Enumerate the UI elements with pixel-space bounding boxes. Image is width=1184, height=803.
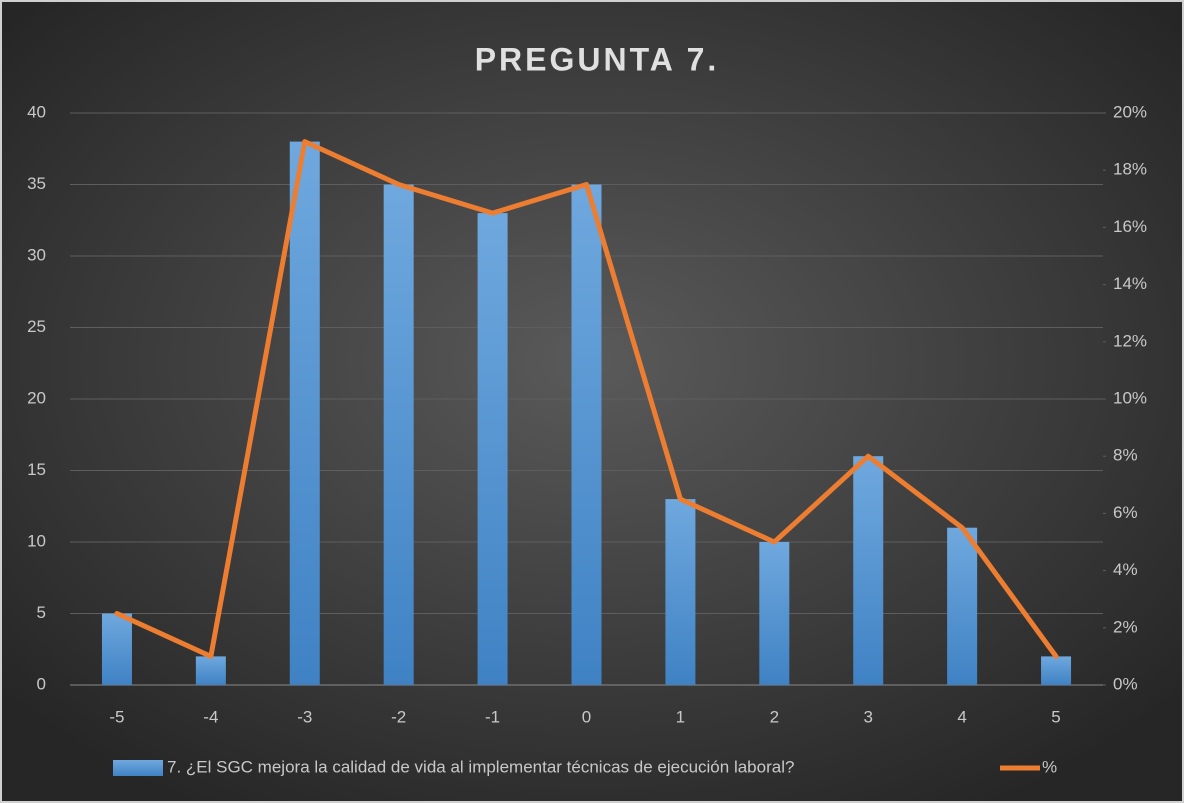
y2-tick-label: 12% <box>1113 331 1147 350</box>
y2-tick-label: 14% <box>1113 274 1147 293</box>
y2-tick-label: 6% <box>1113 503 1138 522</box>
bar <box>383 184 414 685</box>
legend-swatch <box>113 760 163 776</box>
y2-tick-label: 18% <box>1113 160 1147 179</box>
y2-tick-label: 16% <box>1113 217 1147 236</box>
bar <box>289 141 320 686</box>
y-tick-label: 40 <box>27 102 46 121</box>
legend-label: % <box>1042 757 1057 776</box>
y2-tick-label: 4% <box>1113 560 1138 579</box>
bar <box>1041 656 1072 685</box>
y-tick-label: 30 <box>27 245 46 264</box>
bar <box>571 184 602 685</box>
x-tick-label: 3 <box>863 707 872 726</box>
legend-label: 7. ¿El SGC mejora la calidad de vida al … <box>167 757 794 776</box>
y2-tick-label: 10% <box>1113 388 1147 407</box>
y2-tick-label: 8% <box>1113 446 1138 465</box>
y-tick-label: 5 <box>37 603 46 622</box>
bar <box>101 613 132 685</box>
y2-tick-label: 0% <box>1113 674 1138 693</box>
bar <box>853 456 884 685</box>
bar <box>665 499 696 685</box>
y2-tick-label: 2% <box>1113 617 1138 636</box>
x-tick-label: -1 <box>485 707 500 726</box>
bar <box>759 542 790 685</box>
bar <box>477 213 508 685</box>
x-tick-label: -4 <box>203 707 218 726</box>
y2-tick-label: 20% <box>1113 102 1147 121</box>
y-tick-label: 20 <box>27 388 46 407</box>
x-tick-label: 1 <box>676 707 685 726</box>
x-tick-label: 5 <box>1051 707 1060 726</box>
y-tick-label: 10 <box>27 531 46 550</box>
x-tick-label: 4 <box>957 707 966 726</box>
y-tick-label: 35 <box>27 174 46 193</box>
x-tick-label: 2 <box>770 707 779 726</box>
x-tick-label: 0 <box>582 707 591 726</box>
line <box>114 139 1059 659</box>
x-tick-label: -5 <box>109 707 124 726</box>
x-tick-label: -2 <box>391 707 406 726</box>
bar <box>195 656 226 685</box>
chart-title: PREGUNTA 7. <box>475 41 720 77</box>
x-tick-label: -3 <box>297 707 312 726</box>
bar <box>947 527 978 685</box>
y-tick-label: 15 <box>27 460 46 479</box>
y-tick-label: 0 <box>37 674 46 693</box>
y-tick-label: 25 <box>27 317 46 336</box>
